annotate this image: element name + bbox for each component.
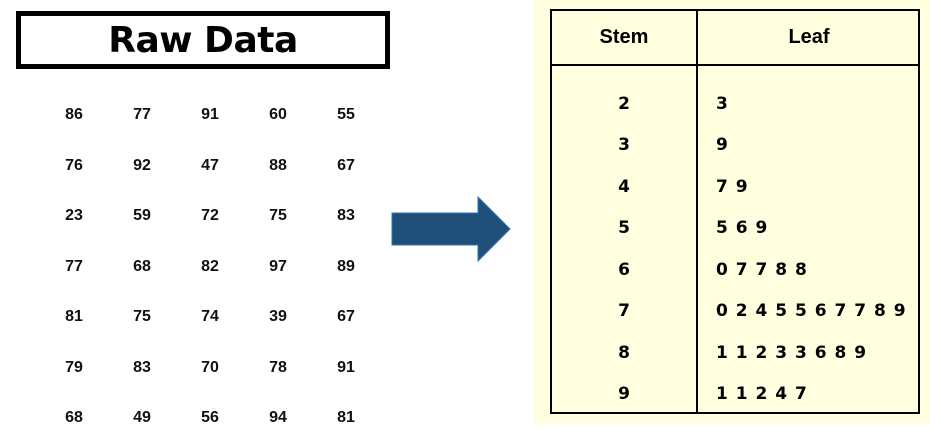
raw-data-value: 75 bbox=[133, 308, 151, 326]
leaf-column-header: Leaf bbox=[788, 26, 830, 48]
raw-data-value: 49 bbox=[133, 409, 151, 427]
right-arrow-icon bbox=[391, 195, 511, 263]
raw-data-value: 75 bbox=[269, 207, 287, 225]
leaf-values: 1 1 2 3 3 6 8 9 bbox=[716, 342, 868, 363]
raw-data-value: 89 bbox=[337, 257, 355, 275]
raw-data-value: 91 bbox=[201, 106, 219, 124]
stem-leaf-rows: 2 3 3 9 4 7 9 5 5 6 9 6 0 7 7 8 8 7 0 2 … bbox=[552, 83, 918, 415]
raw-data-value: 77 bbox=[133, 106, 151, 124]
raw-data-value: 60 bbox=[269, 106, 287, 124]
raw-data-value: 68 bbox=[133, 257, 151, 275]
stem-leaf-row: 4 7 9 bbox=[552, 166, 918, 208]
raw-data-value: 23 bbox=[65, 207, 83, 225]
stem-value: 7 bbox=[618, 301, 630, 322]
stem-leaf-row: 2 3 bbox=[552, 83, 918, 125]
right-arrow-shape bbox=[391, 195, 511, 263]
raw-data-value: 76 bbox=[65, 156, 83, 174]
raw-data-value: 77 bbox=[65, 257, 83, 275]
stem-leaf-row: 5 5 6 9 bbox=[552, 208, 918, 250]
leaf-values: 3 bbox=[716, 93, 729, 114]
raw-data-row: 81 75 74 39 67 bbox=[40, 292, 380, 343]
raw-data-value: 83 bbox=[337, 207, 355, 225]
raw-data-value: 79 bbox=[65, 358, 83, 376]
raw-data-value: 81 bbox=[337, 409, 355, 427]
raw-data-value: 78 bbox=[269, 358, 287, 376]
raw-data-value: 72 bbox=[201, 207, 219, 225]
stem-leaf-row: 6 0 7 7 8 8 bbox=[552, 249, 918, 291]
raw-data-value: 56 bbox=[201, 409, 219, 427]
raw-data-value: 94 bbox=[269, 409, 287, 427]
raw-data-value: 97 bbox=[269, 257, 287, 275]
stem-leaf-row: 7 0 2 4 5 5 6 7 7 8 9 bbox=[552, 291, 918, 333]
stem-value: 8 bbox=[618, 342, 630, 363]
raw-data-value: 74 bbox=[201, 308, 219, 326]
raw-data-value: 91 bbox=[337, 358, 355, 376]
raw-data-value: 81 bbox=[65, 308, 83, 326]
leaf-values: 1 1 2 4 7 bbox=[716, 384, 808, 405]
raw-data-value: 88 bbox=[269, 156, 287, 174]
raw-data-row: 86 77 91 60 55 bbox=[40, 90, 380, 141]
stem-leaf-row: 8 1 1 2 3 3 6 8 9 bbox=[552, 332, 918, 374]
raw-data-value: 67 bbox=[337, 156, 355, 174]
stem-column-header: Stem bbox=[599, 26, 649, 48]
header-divider bbox=[552, 64, 918, 66]
raw-data-row: 79 83 70 78 91 bbox=[40, 343, 380, 394]
raw-data-title: Raw Data bbox=[16, 11, 390, 69]
leaf-values: 5 6 9 bbox=[716, 218, 769, 239]
raw-data-row: 23 59 72 75 83 bbox=[40, 191, 380, 242]
raw-data-value: 86 bbox=[65, 106, 83, 124]
raw-data-value: 55 bbox=[337, 106, 355, 124]
raw-data-value: 92 bbox=[133, 156, 151, 174]
leaf-values: 0 2 4 5 5 6 7 7 8 9 bbox=[716, 301, 907, 322]
raw-data-value: 39 bbox=[269, 308, 287, 326]
raw-data-value: 47 bbox=[201, 156, 219, 174]
stem-value: 9 bbox=[618, 384, 630, 405]
stem-leaf-row: 9 1 1 2 4 7 bbox=[552, 374, 918, 416]
raw-data-value: 82 bbox=[201, 257, 219, 275]
raw-data-grid: 86 77 91 60 55 76 92 47 88 67 23 59 72 7… bbox=[40, 90, 380, 444]
stem-leaf-table: Stem Leaf 2 3 3 9 4 7 9 5 5 6 9 6 0 7 7 … bbox=[550, 9, 920, 414]
raw-data-row: 68 49 56 94 81 bbox=[40, 393, 380, 444]
stem-value: 6 bbox=[618, 259, 630, 280]
leaf-values: 9 bbox=[716, 135, 729, 156]
stem-value: 3 bbox=[618, 135, 630, 156]
raw-data-value: 59 bbox=[133, 207, 151, 225]
leaf-values: 7 9 bbox=[716, 176, 749, 197]
stem-value: 2 bbox=[618, 93, 630, 114]
raw-data-value: 83 bbox=[133, 358, 151, 376]
raw-data-value: 68 bbox=[65, 409, 83, 427]
stem-value: 5 bbox=[618, 218, 630, 239]
column-divider bbox=[696, 11, 698, 412]
stem-leaf-row: 3 9 bbox=[552, 125, 918, 167]
raw-data-value: 70 bbox=[201, 358, 219, 376]
raw-data-row: 76 92 47 88 67 bbox=[40, 141, 380, 192]
leaf-values: 0 7 7 8 8 bbox=[716, 259, 808, 280]
raw-data-value: 67 bbox=[337, 308, 355, 326]
raw-data-row: 77 68 82 97 89 bbox=[40, 242, 380, 293]
stem-value: 4 bbox=[618, 176, 630, 197]
stem-leaf-panel bbox=[534, 0, 930, 424]
